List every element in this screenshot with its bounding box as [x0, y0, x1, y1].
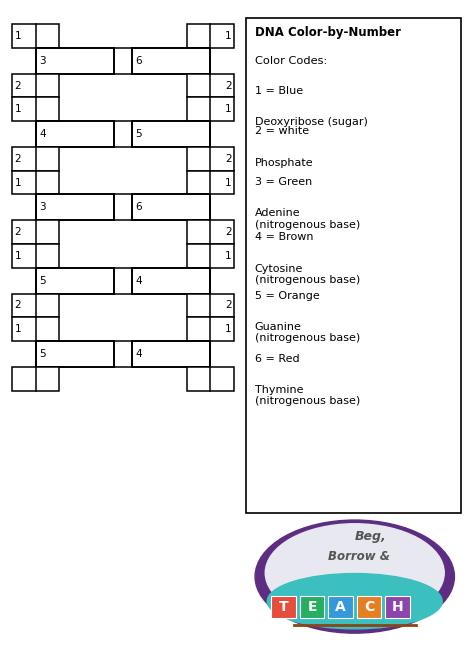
Text: E: E — [307, 600, 317, 615]
Bar — [35, 48, 114, 74]
Text: 4: 4 — [39, 129, 45, 139]
Text: Cytosine
(nitrogenous base): Cytosine (nitrogenous base) — [254, 264, 360, 285]
Bar — [12, 244, 60, 268]
Bar — [35, 121, 114, 147]
Text: A: A — [335, 600, 346, 615]
Text: 2: 2 — [225, 81, 231, 91]
Text: 1: 1 — [15, 177, 21, 188]
Bar — [12, 74, 60, 98]
Text: 3 = Green: 3 = Green — [254, 177, 312, 187]
Ellipse shape — [267, 573, 442, 629]
Text: 1: 1 — [225, 324, 231, 334]
Text: T: T — [279, 600, 289, 615]
Bar — [12, 98, 60, 121]
Text: Beg,: Beg, — [355, 529, 387, 543]
Bar — [186, 294, 234, 317]
Bar — [132, 268, 210, 294]
Text: 5: 5 — [135, 129, 142, 139]
Bar — [357, 597, 381, 619]
Text: 1: 1 — [225, 31, 231, 41]
Text: Thymine
(nitrogenous base): Thymine (nitrogenous base) — [254, 385, 360, 406]
Text: Color Codes:: Color Codes: — [254, 56, 327, 66]
Text: 2: 2 — [225, 300, 231, 311]
Bar — [132, 121, 210, 147]
Text: 1: 1 — [15, 31, 21, 41]
Text: 6: 6 — [135, 203, 142, 212]
Text: 1 = Blue: 1 = Blue — [254, 86, 303, 96]
Text: DNA Color-by-Number: DNA Color-by-Number — [254, 26, 401, 39]
Bar — [132, 194, 210, 221]
Bar — [12, 221, 60, 244]
Text: 4 = Brown: 4 = Brown — [254, 232, 313, 243]
Text: 2: 2 — [225, 154, 231, 164]
Bar — [132, 341, 210, 367]
Text: Adenine
(nitrogenous base): Adenine (nitrogenous base) — [254, 208, 360, 230]
Text: 1: 1 — [225, 104, 231, 115]
Text: 1: 1 — [15, 251, 21, 261]
Bar — [186, 98, 234, 121]
Text: H: H — [392, 600, 403, 615]
Bar — [186, 147, 234, 171]
Text: 5: 5 — [39, 276, 45, 285]
Bar — [186, 221, 234, 244]
Bar — [328, 597, 353, 619]
Bar — [35, 341, 114, 367]
Text: 3: 3 — [39, 56, 45, 66]
Text: 4: 4 — [135, 349, 142, 359]
Bar — [186, 24, 234, 48]
Text: Deoxyribose (sugar): Deoxyribose (sugar) — [254, 117, 368, 127]
Bar — [186, 244, 234, 268]
Bar — [186, 74, 234, 98]
Text: 1: 1 — [15, 104, 21, 115]
Text: 3: 3 — [39, 203, 45, 212]
Text: 1: 1 — [225, 251, 231, 261]
Text: 2 = white: 2 = white — [254, 126, 309, 137]
Bar — [186, 171, 234, 194]
Bar — [186, 367, 234, 391]
Bar — [186, 317, 234, 341]
Text: Guanine
(nitrogenous base): Guanine (nitrogenous base) — [254, 322, 360, 344]
Bar — [12, 24, 60, 48]
Text: 2: 2 — [225, 227, 231, 237]
Ellipse shape — [265, 524, 444, 622]
Text: 5: 5 — [39, 349, 45, 359]
Bar — [132, 48, 210, 74]
Text: 5 = Orange: 5 = Orange — [254, 291, 319, 300]
Text: 2: 2 — [15, 300, 21, 311]
Bar — [272, 597, 296, 619]
Bar — [12, 147, 60, 171]
Bar — [35, 194, 114, 221]
Text: 6: 6 — [135, 56, 142, 66]
Bar — [300, 597, 324, 619]
Bar — [12, 294, 60, 317]
Bar — [385, 597, 410, 619]
Ellipse shape — [255, 520, 455, 633]
Bar — [35, 268, 114, 294]
Text: 1: 1 — [15, 324, 21, 334]
Text: 2: 2 — [15, 154, 21, 164]
Text: 1: 1 — [225, 177, 231, 188]
Bar — [12, 317, 60, 341]
Text: 2: 2 — [15, 81, 21, 91]
Bar — [12, 171, 60, 194]
Text: 6 = Red: 6 = Red — [254, 353, 299, 364]
Text: Borrow &: Borrow & — [328, 551, 390, 564]
Text: Phosphate: Phosphate — [254, 158, 313, 168]
Text: 2: 2 — [15, 227, 21, 237]
Text: 4: 4 — [135, 276, 142, 285]
Bar — [12, 367, 60, 391]
Text: C: C — [364, 600, 374, 615]
